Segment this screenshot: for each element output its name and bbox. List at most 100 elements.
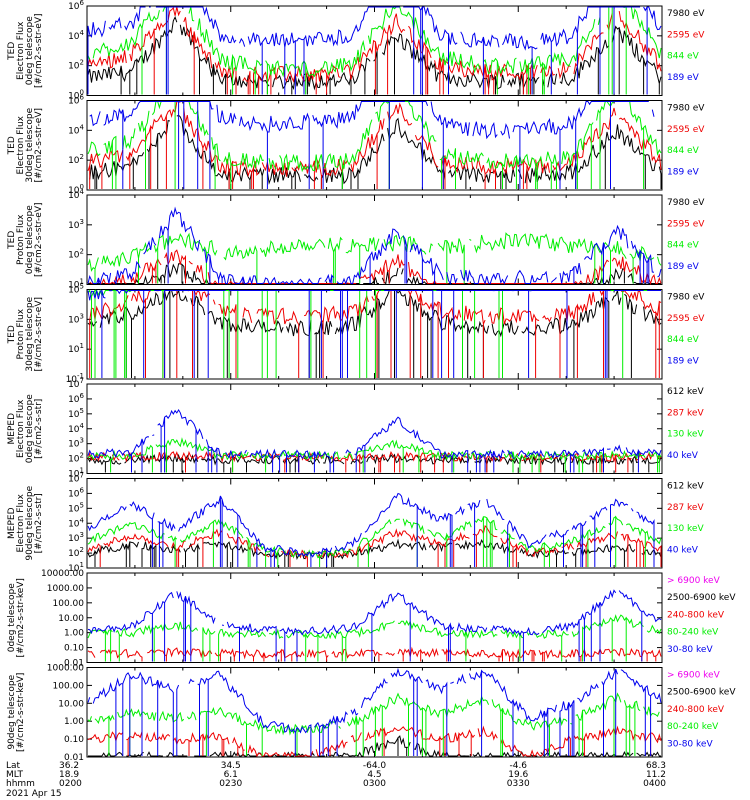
series-line-black — [87, 288, 662, 378]
time-tick-hhmm: 0200 — [59, 779, 82, 789]
legend-entry: 7980 eV — [667, 9, 705, 19]
y-axis-label-line: Electron Flux — [16, 399, 26, 458]
y-axis-label-line: 0deg telescope — [7, 583, 17, 653]
y-tick-label: 102 — [68, 248, 84, 261]
y-tick-label: 1.00 — [64, 629, 84, 639]
legend-entry: 189 eV — [667, 262, 700, 272]
time-tick-mlt: 19.6 — [508, 770, 528, 780]
y-tick-label: 100.00 — [53, 599, 85, 609]
y-axis-label-line: Proton Flux — [16, 308, 26, 359]
panel-7: 0.01 0.10 1.00 10.00 100.00 1000.00 10000.00 0d… — [7, 569, 736, 669]
legend-entry: 80-240 keV — [667, 722, 719, 732]
legend-entry: 7980 eV — [667, 104, 705, 114]
y-axis-label-line: Electron Flux — [16, 21, 26, 80]
y-axis-label-line: 90deg telescope — [25, 485, 35, 560]
legend-entry: 130 keV — [667, 524, 704, 534]
panel-frame — [86, 5, 663, 96]
time-tick-hhmm: 0300 — [363, 779, 386, 789]
y-axis-label-line: 30deg telescope — [25, 296, 35, 371]
y-tick-label: 1.00 — [64, 717, 84, 727]
time-tick-lat: 68.3 — [646, 761, 666, 771]
y-tick-label: 100.00 — [53, 681, 85, 691]
series-line-green — [87, 437, 662, 473]
time-tick-lat: 36.2 — [59, 761, 79, 771]
panel-2: 100 102 104 106 TED Electron Flux 30deg telesc… — [7, 94, 705, 197]
legend-entry: 80-240 keV — [667, 628, 719, 638]
y-tick-label: 10000.00 — [41, 569, 84, 579]
y-tick-label: 104 — [68, 422, 84, 435]
legend-entry: 189 eV — [667, 167, 700, 177]
y-tick-label: 100 — [68, 183, 84, 196]
y-axis-label-line: [#/cm2-s-str] — [34, 493, 44, 553]
y-axis-label-line: 90deg telescope — [7, 674, 17, 749]
legend-entry: 240-800 keV — [667, 705, 725, 715]
y-axis-label-line: 30deg telescope — [25, 107, 35, 182]
time-tick-mlt: 6.1 — [224, 770, 238, 780]
y-tick-label: 106 — [68, 0, 84, 12]
legend-entry: 2595 eV — [667, 219, 705, 229]
axis-row-label-mlt: MLT — [6, 770, 24, 780]
y-tick-label: 103 — [68, 437, 84, 450]
y-tick-label: 104 — [68, 188, 84, 201]
y-axis-label-line: [#/cm2-s-str-eV] — [34, 108, 44, 183]
series-line-blue — [88, 494, 661, 568]
time-tick-lat: -4.6 — [509, 761, 527, 771]
y-tick-label: 0.10 — [64, 735, 84, 745]
y-axis-label-line: Electron Flux — [16, 493, 26, 552]
y-axis-label-line: Electron Flux — [16, 115, 26, 174]
time-tick-mlt: 18.9 — [59, 770, 79, 780]
y-tick-label: 107 — [68, 472, 84, 485]
y-tick-label: 104 — [68, 29, 84, 42]
y-tick-label: 102 — [68, 546, 84, 559]
y-tick-label: 103 — [68, 531, 84, 544]
y-axis-label-line: TED — [7, 325, 17, 344]
y-axis-label-line: TED — [7, 42, 17, 61]
y-tick-label: 102 — [68, 59, 84, 72]
series-line-blue — [87, 667, 662, 756]
series-line-green — [87, 289, 661, 378]
y-tick-label: 1000.00 — [47, 664, 84, 674]
series-line-red — [87, 6, 662, 95]
legend-entry: 2595 eV — [667, 314, 705, 324]
legend-entry: 40 keV — [667, 451, 699, 461]
y-axis-label-line: [#/cm2-s-str-keV] — [16, 578, 26, 657]
legend-entry: 189 eV — [667, 73, 700, 83]
series-line-blue — [87, 289, 661, 378]
panel-3: 101 102 103 104 TED Proton Flux 0deg telescope… — [7, 188, 705, 291]
legend-entry: 7980 eV — [667, 293, 705, 303]
time-tick-mlt: 4.5 — [367, 770, 381, 780]
legend-entry: 844 eV — [667, 146, 700, 156]
y-axis-label-line: [#/cm2-s-str-eV] — [34, 202, 44, 277]
time-tick-hhmm: 0400 — [643, 779, 666, 789]
y-tick-label: 0.10 — [64, 644, 84, 654]
legend-entry: 612 keV — [667, 387, 704, 397]
series-line-blue — [87, 409, 662, 473]
legend-entry: 40 keV — [667, 545, 699, 555]
time-tick-lat: 34.5 — [221, 761, 241, 771]
y-axis-label-line: Proton Flux — [16, 214, 26, 265]
legend-entry: 287 keV — [667, 408, 704, 418]
y-tick-label: 102 — [68, 452, 84, 465]
y-tick-label: 101 — [68, 278, 84, 291]
axis-row-label-hhmm: hhmm — [6, 779, 35, 789]
time-tick-hhmm: 0230 — [219, 779, 242, 789]
y-axis-label-line: 0deg telescope — [25, 16, 35, 86]
legend-entry: 130 keV — [667, 430, 704, 440]
axis-row-label-lat: Lat — [6, 761, 21, 771]
legend-entry: 30-80 keV — [667, 739, 713, 749]
y-tick-label: 106 — [68, 486, 84, 499]
time-tick-lat: -64.0 — [363, 761, 387, 771]
y-axis-label-line: [#/cm2-s-str-eV] — [34, 297, 44, 372]
y-tick-label: 106 — [68, 94, 84, 107]
legend-entry: 30-80 keV — [667, 645, 713, 655]
legend-entry: 287 keV — [667, 503, 704, 513]
series-line-red — [87, 100, 662, 189]
y-axis-label-line: MEPED — [7, 507, 17, 539]
legend-entry: 612 keV — [667, 482, 704, 492]
legend-entry: 844 eV — [667, 52, 700, 62]
y-tick-label: 101 — [68, 561, 84, 574]
y-axis-label-line: 0deg telescope — [25, 205, 35, 275]
legend-entry: > 6900 keV — [667, 671, 721, 681]
legend-entry: 844 eV — [667, 241, 700, 251]
